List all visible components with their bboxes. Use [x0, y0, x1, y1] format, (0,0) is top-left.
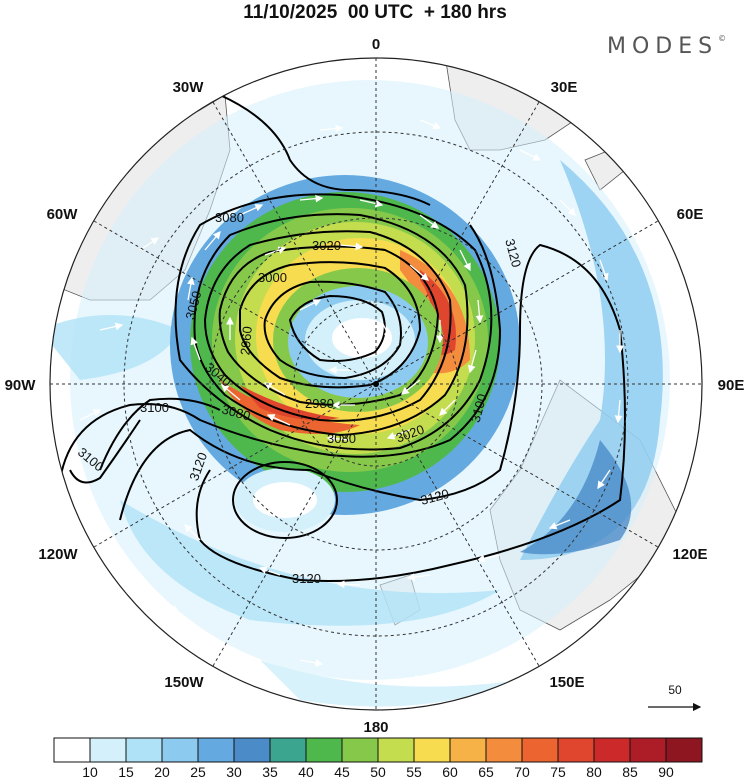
contour-3120-cutoff	[232, 461, 338, 539]
colorbar-tick-label: 80	[586, 764, 602, 780]
contour-3080-outer	[174, 193, 493, 451]
contour-label: 3080	[215, 210, 244, 225]
vector-reference-label: 50	[668, 683, 682, 697]
contour-3100-west	[69, 419, 141, 484]
contour-label: 2980	[305, 396, 334, 411]
brand-logo: MODES©	[607, 34, 726, 59]
contour-3060	[193, 213, 469, 437]
contour-3120-outer	[119, 243, 626, 582]
colorbar-tick-label: 25	[190, 764, 206, 780]
colorbar-tick-label: 30	[226, 764, 242, 780]
colorbar-tick-label: 10	[82, 764, 98, 780]
colorbar-box	[557, 737, 595, 763]
lon-label-180: 180	[363, 719, 388, 736]
colorbar-tick-label: 40	[298, 764, 314, 780]
colorbar-box	[413, 737, 451, 763]
colorbar-tick-label: 35	[262, 764, 278, 780]
brand-text: MODES	[607, 34, 719, 59]
contour-label: 3120	[292, 571, 321, 586]
colorbar-box	[665, 737, 703, 763]
lon-label-30e: 30E	[551, 79, 578, 96]
contour-2980	[263, 280, 402, 380]
wind-vectors	[79, 119, 624, 683]
contour-labels: 3080 3020 3000 3050 2960 3040 2980 3080 …	[75, 210, 524, 586]
colorbar-box	[593, 737, 631, 763]
contour-label: 3120	[502, 237, 524, 269]
colorbar-labels: 10 15 20 25 30 35 40 45 50 55 60 65 70 75 80 85 90	[82, 764, 674, 780]
colorbar-tick-label: 20	[154, 764, 170, 780]
colorbar-tick-label: 55	[406, 764, 422, 780]
colorbar-box	[53, 737, 91, 763]
colorbar-box	[89, 737, 127, 763]
lon-label-90w: 90W	[5, 377, 37, 394]
colorbar-box	[485, 737, 523, 763]
colorbar-tick-label: 15	[118, 764, 134, 780]
colorbar: 10 15 20 25 30 35 40 45 50 55 60 65 70 75 80 85 90	[53, 737, 703, 780]
colorbar-boxes	[53, 737, 703, 763]
contour-3000	[239, 261, 422, 389]
colorbar-box	[125, 737, 163, 763]
map-border	[49, 57, 703, 711]
pole-marker	[373, 381, 379, 387]
colorbar-tick-label: 90	[658, 764, 674, 780]
lon-label-120e: 120E	[672, 546, 707, 563]
colorbar-box	[269, 737, 307, 763]
colorbar-tick-label: 65	[478, 764, 494, 780]
colorbar-box	[233, 737, 271, 763]
lon-label-150e: 150E	[549, 674, 584, 691]
colorbar-box	[161, 737, 199, 763]
colorbar-box	[629, 737, 667, 763]
contour-label: 3050	[182, 289, 204, 321]
lon-label-90e: 90E	[718, 377, 745, 394]
colorbar-box	[341, 737, 379, 763]
contour-label: 3100	[140, 400, 169, 415]
contour-label: 3020	[312, 238, 341, 253]
colorbar-box	[305, 737, 343, 763]
colorbar-tick-label: 85	[622, 764, 638, 780]
contour-label: 2960	[237, 326, 254, 356]
colorbar-tick-label: 50	[370, 764, 386, 780]
contour-label: 3100	[468, 392, 490, 424]
brand-mark: ©	[718, 34, 727, 43]
lon-label-0: 0	[372, 36, 380, 53]
contour-label: 3080	[220, 402, 252, 424]
contour-3100-b	[99, 397, 221, 471]
colorbar-box	[521, 737, 559, 763]
colorbar-box	[449, 737, 487, 763]
vector-reference: 50	[648, 683, 702, 712]
longitude-labels: 0 30E 60E 90E 120E 150E 180 150W 120W 90…	[5, 36, 745, 736]
colorbar-box	[197, 737, 235, 763]
lon-label-60w: 60W	[47, 206, 79, 223]
contour-3040	[203, 230, 452, 422]
colorbar-tick-label: 75	[550, 764, 566, 780]
map-title: 11/10/2025 00 UTC + 180 hrs	[243, 2, 507, 23]
contour-3120-north	[219, 94, 431, 206]
contour-label: 3080	[327, 431, 356, 446]
contour-label: 3000	[258, 270, 287, 285]
lon-label-60e: 60E	[677, 206, 704, 223]
colorbar-box	[377, 737, 415, 763]
colorbar-tick-label: 45	[334, 764, 350, 780]
lon-label-30w: 30W	[173, 79, 205, 96]
lon-label-150w: 150W	[164, 674, 204, 691]
lon-label-120w: 120W	[38, 546, 78, 563]
contour-label: 3120	[419, 486, 451, 508]
colorbar-tick-label: 60	[442, 764, 458, 780]
colorbar-tick-label: 70	[514, 764, 530, 780]
